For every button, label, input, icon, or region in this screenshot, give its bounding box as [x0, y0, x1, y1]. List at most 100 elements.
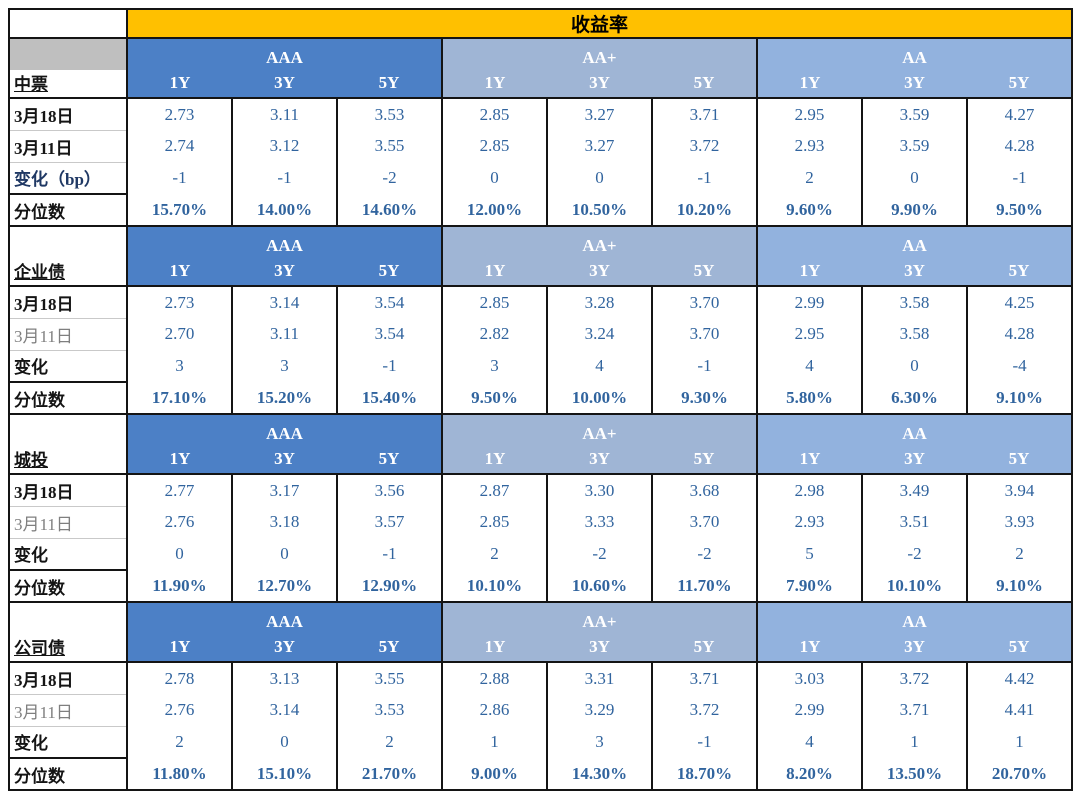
corner-cap — [11, 40, 125, 70]
value-cell: 0 — [441, 162, 548, 194]
value-cell: 12.70% — [231, 570, 338, 603]
value-cell: 3.51 — [861, 506, 968, 538]
value-cell: 15.70% — [126, 194, 233, 227]
value-cell: 2.73 — [126, 98, 233, 130]
value-cell: 2.82 — [441, 318, 548, 350]
value-cell: 5 — [756, 538, 863, 570]
tenor-header: 1Y — [441, 445, 547, 475]
value-cell: 3.13 — [231, 662, 338, 694]
rating-header-aaa: AAA — [126, 412, 443, 446]
value-cell: 9.50% — [441, 382, 548, 415]
tenor-header: 3Y — [232, 257, 337, 287]
value-cell: 1 — [441, 726, 548, 758]
value-cell: 10.20% — [651, 194, 758, 227]
value-cell: 4.25 — [965, 286, 1074, 318]
tenor-header-row: 1Y 3Y 5Y 1Y 3Y 5Y 1Y 3Y 5Y — [9, 633, 1074, 663]
value-cell: 4.28 — [965, 130, 1074, 162]
value-cell: -1 — [965, 162, 1074, 194]
value-cell: -1 — [651, 162, 758, 194]
value-cell: 3.57 — [336, 506, 443, 538]
value-cell: 2.88 — [441, 662, 548, 694]
corner-cap — [11, 228, 125, 258]
value-cell: 2.95 — [756, 98, 863, 130]
tenor-header: 1Y — [756, 257, 862, 287]
value-cell: 3.58 — [861, 286, 968, 318]
value-cell: 4.42 — [965, 662, 1074, 694]
value-cell: 14.30% — [546, 758, 653, 791]
value-cell: 2.73 — [126, 286, 233, 318]
rating-header-row: 城投 AAA AA+ AA — [8, 412, 1074, 475]
tenor-header: 3Y — [547, 69, 652, 99]
rating-header-aaa: AAA — [126, 224, 443, 258]
value-cell: 3.17 — [231, 474, 338, 506]
row-label: 3月18日 — [8, 286, 128, 319]
value-cell: 2.76 — [126, 506, 233, 538]
value-cell: 0 — [546, 162, 653, 194]
value-cell: 9.30% — [651, 382, 758, 415]
value-cell: 17.10% — [126, 382, 233, 415]
value-cell: 13.50% — [861, 758, 968, 791]
row-label: 3月11日 — [8, 506, 128, 539]
rating-header-aa: AA — [755, 600, 1074, 634]
tenor-header: 5Y — [652, 257, 758, 287]
value-cell: 9.60% — [756, 194, 863, 227]
value-cell: 3.49 — [861, 474, 968, 506]
value-cell: -2 — [861, 538, 968, 570]
rating-header-row: 企业债 AAA AA+ AA — [8, 224, 1074, 287]
value-cell: 15.40% — [336, 382, 443, 415]
section-name-inner: 企业债 — [11, 228, 125, 284]
value-cell: 3.28 — [546, 286, 653, 318]
tenor-header-row: 1Y 3Y 5Y 1Y 3Y 5Y 1Y 3Y 5Y — [9, 445, 1074, 475]
value-cell: -1 — [651, 726, 758, 758]
table-row: 变化 0 0 -1 2 -2 -2 5 -2 2 — [8, 538, 1074, 570]
value-cell: 3.14 — [231, 694, 338, 726]
tenor-header: 5Y — [337, 633, 443, 663]
table-row: 3月11日 2.76 3.14 3.53 2.86 3.29 3.72 2.99 3.71 4.4… — [8, 694, 1074, 727]
table-title: 收益率 — [125, 8, 1074, 39]
rating-header-aa-plus: AA+ — [441, 224, 758, 258]
tenor-header: 5Y — [337, 257, 443, 287]
value-cell: 3.59 — [861, 130, 968, 162]
value-cell: 3.53 — [336, 98, 443, 130]
tenor-header-row: 1Y 3Y 5Y 1Y 3Y 5Y 1Y 3Y 5Y — [9, 69, 1074, 99]
table-row: 3月11日 2.70 3.11 3.54 2.82 3.24 3.70 2.95 3.58 4.2… — [8, 318, 1074, 351]
value-cell: 11.70% — [651, 570, 758, 603]
value-cell: 0 — [126, 538, 233, 570]
value-cell: 2 — [441, 538, 548, 570]
value-cell: 11.80% — [126, 758, 233, 791]
value-cell: 7.90% — [756, 570, 863, 603]
value-cell: 3.14 — [231, 286, 338, 318]
section-name: 城投 — [14, 451, 48, 470]
value-cell: -1 — [126, 162, 233, 194]
section-name-cell: 公司债 — [8, 601, 128, 663]
row-label: 3月11日 — [8, 130, 128, 163]
table-row: 3月11日 2.76 3.18 3.57 2.85 3.33 3.70 2.93 3.51 3.9… — [8, 506, 1074, 539]
rating-header-aa: AA — [755, 224, 1074, 258]
value-cell: 2 — [126, 726, 233, 758]
tenor-header: 3Y — [862, 633, 967, 663]
value-cell: 9.00% — [441, 758, 548, 791]
row-label: 分位数 — [8, 569, 128, 603]
value-cell: 3.68 — [651, 474, 758, 506]
tenor-header: 1Y — [756, 445, 862, 475]
value-cell: 3.70 — [651, 506, 758, 538]
tenor-header: 5Y — [967, 69, 1074, 99]
tenor-header: 3Y — [547, 445, 652, 475]
tenor-header-row: 1Y 3Y 5Y 1Y 3Y 5Y 1Y 3Y 5Y — [9, 257, 1074, 287]
value-cell: 3.24 — [546, 318, 653, 350]
value-cell: 12.00% — [441, 194, 548, 227]
value-cell: 3.27 — [546, 98, 653, 130]
value-cell: 11.90% — [126, 570, 233, 603]
tenor-header: 1Y — [126, 69, 232, 99]
value-cell: 3.59 — [861, 98, 968, 130]
value-cell: 4 — [546, 350, 653, 382]
rating-header-row: 公司债 AAA AA+ AA — [8, 600, 1074, 663]
tenor-header: 1Y — [756, 69, 862, 99]
value-cell: 14.60% — [336, 194, 443, 227]
value-cell: 2.85 — [441, 506, 548, 538]
rating-header-aaa: AAA — [126, 36, 443, 70]
tenor-header: 3Y — [862, 257, 967, 287]
section-name-cell: 中票 — [8, 37, 128, 99]
value-cell: -1 — [336, 350, 443, 382]
